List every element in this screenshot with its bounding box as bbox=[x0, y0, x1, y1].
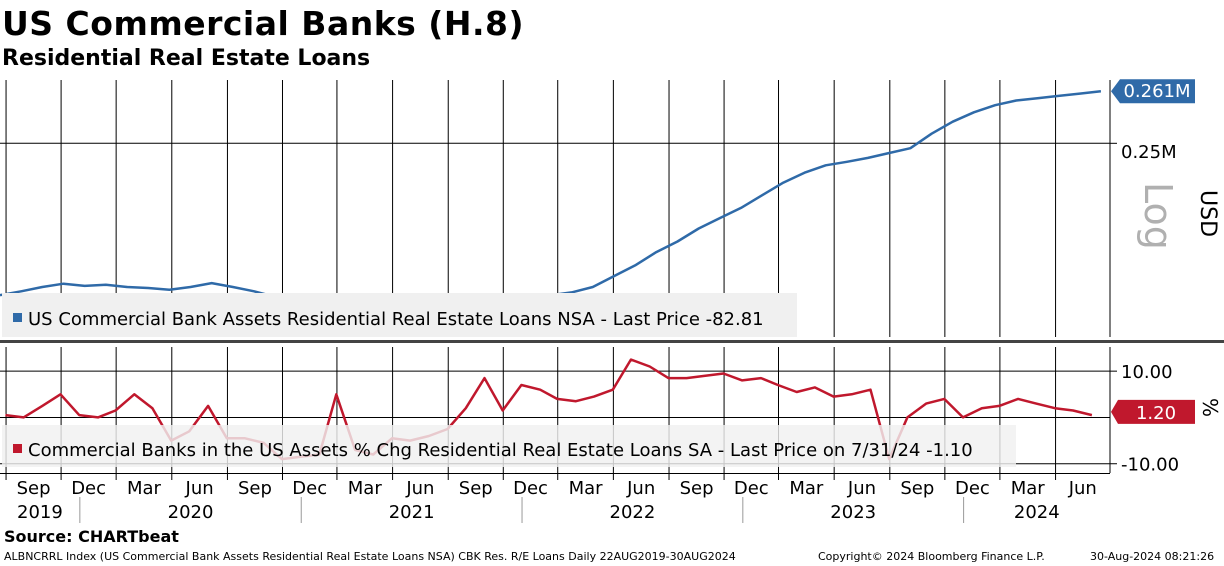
bottom-legend-label: Commercial Banks in the US Assets % Chg … bbox=[28, 440, 973, 461]
bottom-tick-label: -10.00 bbox=[1121, 455, 1179, 476]
x-year-label: 2023 bbox=[830, 502, 876, 523]
index-info: ALBNCRRL Index (US Commercial Bank Asset… bbox=[4, 550, 736, 563]
x-month-label: Dec bbox=[292, 478, 327, 499]
top-legend-swatch bbox=[13, 313, 22, 322]
x-axis-labels: Sep Dec Mar Jun Sep Dec Mar Jun Sep Dec Mar Jun Sep D… bbox=[5, 473, 1097, 523]
x-month-label: Dec bbox=[955, 478, 990, 499]
x-month-label: Sep bbox=[900, 478, 934, 499]
x-month-label: Sep bbox=[459, 478, 493, 499]
top-legend-label: US Commercial Bank Assets Residential Re… bbox=[28, 309, 764, 330]
x-month-label: Mar bbox=[789, 478, 824, 499]
top-tick-label: 0.25M bbox=[1121, 142, 1177, 163]
x-year-label: 2019 bbox=[17, 502, 63, 523]
vertical-gridlines bbox=[5, 80, 1057, 473]
top-legend-box bbox=[2, 293, 797, 337]
x-month-label: Mar bbox=[569, 478, 604, 499]
chart-title: US Commercial Banks (H.8) bbox=[2, 4, 525, 43]
top-scale-label: Log bbox=[1136, 182, 1180, 250]
bottom-legend-swatch bbox=[13, 444, 22, 453]
x-year-label: 2024 bbox=[1014, 502, 1060, 523]
top-series-line bbox=[0, 89, 1102, 327]
top-last-value-shape bbox=[1111, 79, 1195, 104]
top-unit-label: USD bbox=[1195, 190, 1220, 237]
x-month-label: Mar bbox=[1011, 478, 1046, 499]
bottom-last-value-shape bbox=[1111, 399, 1195, 424]
x-month-label: Sep bbox=[680, 478, 714, 499]
x-month-label: Jun bbox=[1068, 478, 1097, 499]
x-month-label: Mar bbox=[127, 478, 162, 499]
source-label: Source: CHARTbeat bbox=[4, 527, 179, 546]
x-month-label: Jun bbox=[405, 478, 434, 499]
top-series bbox=[0, 89, 1102, 327]
x-year-label: 2020 bbox=[168, 502, 214, 523]
x-month-label: Dec bbox=[513, 478, 548, 499]
x-year-label: 2022 bbox=[610, 502, 656, 523]
x-month-label: Jun bbox=[626, 478, 655, 499]
x-month-label: Jun bbox=[185, 478, 214, 499]
chart-subtitle: Residential Real Estate Loans bbox=[2, 46, 371, 71]
bottom-tick-label: 10.00 bbox=[1121, 362, 1173, 383]
x-month-label: Sep bbox=[238, 478, 272, 499]
bottom-legend-box bbox=[2, 425, 1016, 467]
bottom-last-value-badge: 1.20 bbox=[1111, 399, 1195, 424]
x-month-label: Sep bbox=[17, 478, 51, 499]
x-month-label: Dec bbox=[734, 478, 769, 499]
top-last-value-text: 0.261M bbox=[1123, 81, 1190, 102]
top-last-value-badge: 0.261M bbox=[1111, 79, 1195, 104]
bottom-last-value-text: 1.20 bbox=[1136, 403, 1176, 424]
bottom-tick-labels: 10.00 -10.00 bbox=[1110, 362, 1179, 476]
x-month-label: Jun bbox=[847, 478, 876, 499]
x-year-label: 2021 bbox=[389, 502, 435, 523]
copyright: Copyright© 2024 Bloomberg Finance L.P. bbox=[818, 550, 1045, 563]
timestamp: 30-Aug-2024 08:21:26 bbox=[1090, 550, 1215, 563]
bottom-unit-label: % bbox=[1198, 398, 1222, 417]
x-month-label: Dec bbox=[71, 478, 106, 499]
x-month-label: Mar bbox=[348, 478, 383, 499]
